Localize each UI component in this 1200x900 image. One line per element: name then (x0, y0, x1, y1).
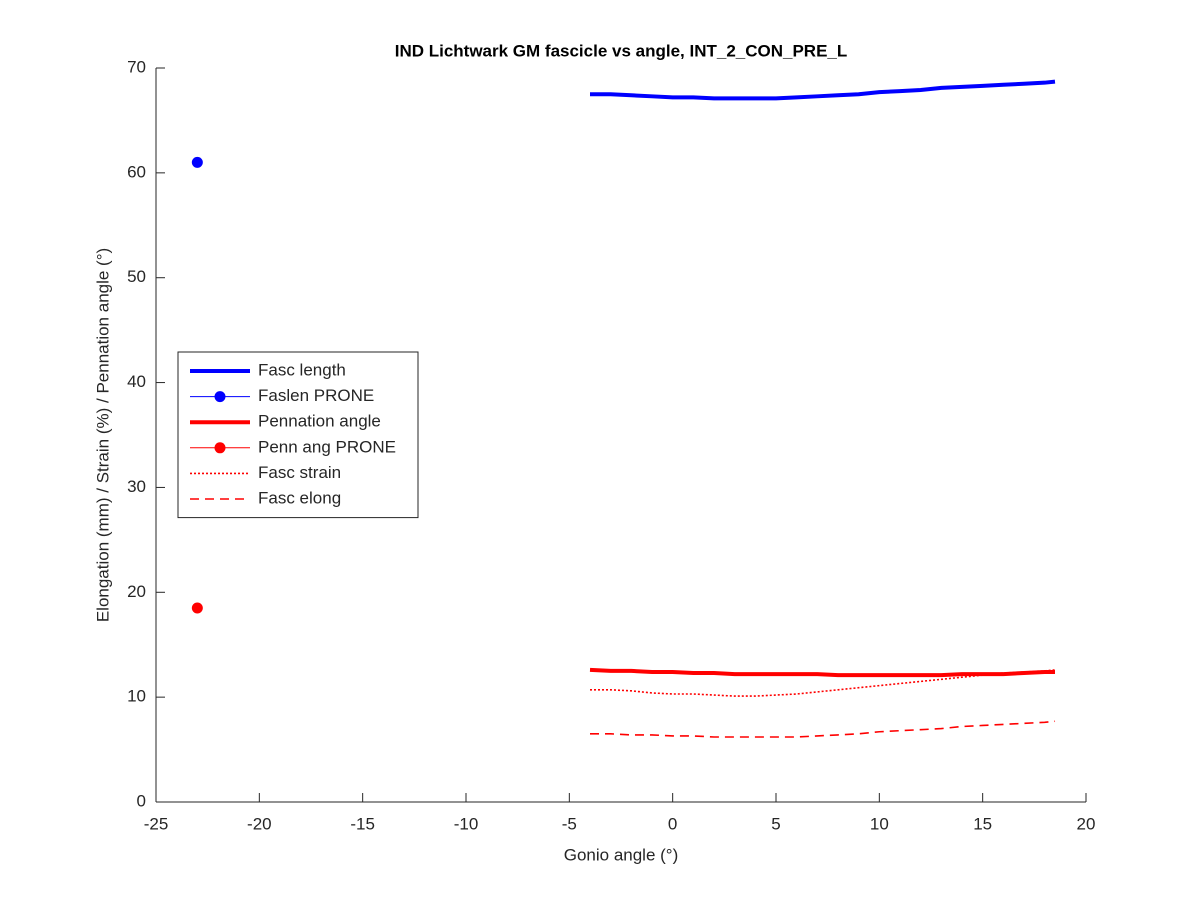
legend-label: Faslen PRONE (258, 386, 374, 405)
series-line (590, 79, 1056, 101)
y-tick-label: 10 (127, 687, 146, 706)
data-point (191, 156, 203, 168)
legend-label: Fasc length (258, 360, 346, 379)
x-tick-label: -10 (454, 814, 479, 833)
y-tick-label: 40 (127, 372, 146, 391)
x-tick-label: -15 (350, 814, 375, 833)
legend-label: Fasc strain (258, 463, 341, 482)
y-tick-label: 50 (127, 267, 146, 286)
chart-title: IND Lichtwark GM fascicle vs angle, INT_… (395, 41, 848, 60)
series-line (590, 669, 1056, 697)
legend-box (177, 351, 419, 519)
x-tick-label: 0 (668, 814, 677, 833)
legend-marker (214, 391, 226, 403)
x-tick-label: 5 (771, 814, 780, 833)
x-tick-label: -5 (562, 814, 577, 833)
y-tick-label: 20 (127, 582, 146, 601)
x-tick-label: 20 (1077, 814, 1096, 833)
y-tick-label: 70 (127, 57, 146, 76)
legend-label: Fasc elong (258, 488, 341, 507)
y-tick-label: 60 (127, 162, 146, 181)
x-tick-label: -20 (247, 814, 272, 833)
x-axis-label: Gonio angle (°) (564, 845, 679, 864)
y-tick-label: 30 (127, 477, 146, 496)
legend-marker (214, 442, 226, 454)
legend-label: Pennation angle (258, 412, 381, 431)
y-axis-label: Elongation (mm) / Strain (%) / Pennation… (93, 248, 112, 622)
series-line (590, 720, 1056, 738)
x-tick-label: -25 (144, 814, 169, 833)
data-point (191, 602, 203, 614)
y-tick-label: 0 (137, 791, 146, 810)
legend-label: Penn ang PRONE (258, 437, 396, 456)
x-tick-label: 10 (870, 814, 889, 833)
x-tick-label: 15 (973, 814, 992, 833)
